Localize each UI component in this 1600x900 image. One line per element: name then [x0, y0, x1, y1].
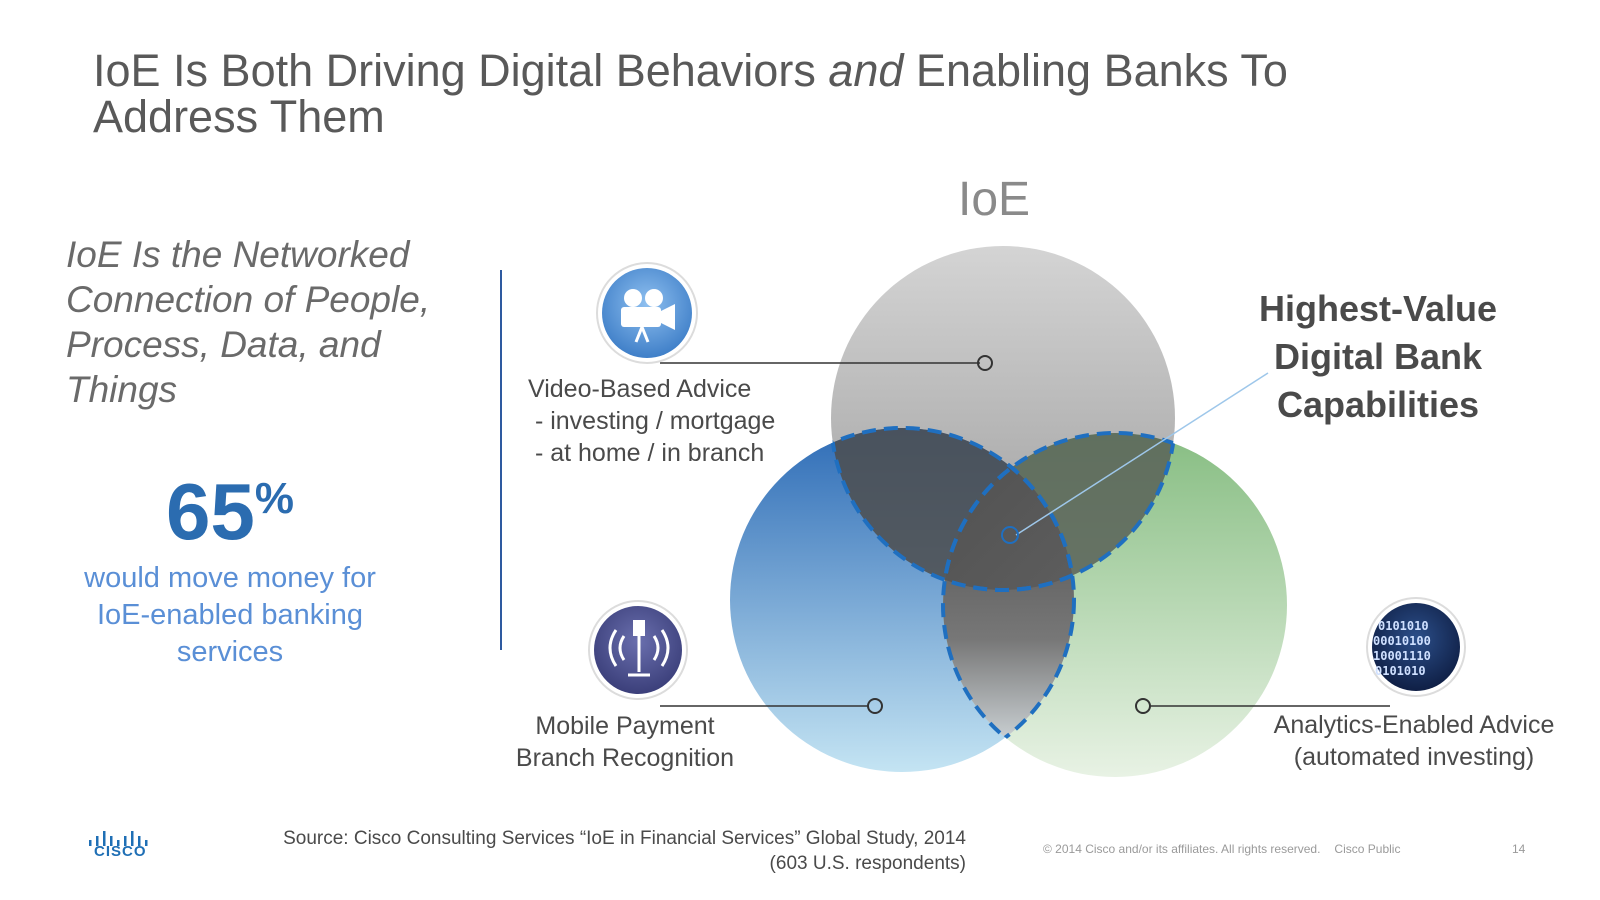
slide-title: IoE Is Both Driving Digital Behaviors an…: [93, 45, 1288, 142]
dashed-outline-gray-in-green: [943, 433, 1177, 592]
connector-highest-dot: [1001, 526, 1019, 544]
video-advice-label: Video-Based Advice - investing / mortgag…: [528, 375, 776, 467]
svg-text:0101010: 0101010: [1378, 619, 1429, 633]
ioe-definition-quote: IoE Is the Networked Connection of Peopl…: [66, 234, 431, 410]
connector-mobile-dot: [867, 698, 883, 714]
svg-text:0101010: 0101010: [1375, 664, 1426, 678]
connector-video-dot: [977, 355, 993, 371]
cisco-logo-text: CISCO: [94, 843, 147, 860]
svg-text:10001110: 10001110: [1373, 649, 1431, 663]
overlap-center: [943, 433, 1074, 590]
cisco-logo-bars: [89, 831, 148, 846]
dashed-outline-blue-in-green: [943, 433, 1076, 774]
copyright-notice: © 2014 Cisco and/or its affiliates. All …: [1043, 842, 1401, 856]
svg-text:00010100: 00010100: [1373, 634, 1431, 648]
source-citation: Source: Cisco Consulting Services “IoE i…: [283, 828, 966, 874]
classification-label: Cisco Public: [1334, 842, 1401, 856]
stat-unit: %: [254, 474, 295, 523]
stat-block: 65% would move money for IoE-enabled ban…: [60, 470, 400, 671]
connector-analytics-dot: [1135, 698, 1151, 714]
connector-highest: [1015, 372, 1269, 536]
dashed-outline-green-in-blue: [941, 431, 1074, 772]
binary-data-icon: 0101010 00010100 10001110 0101010: [1366, 597, 1466, 697]
page-number: 14: [1512, 842, 1526, 856]
title-emphasis: and: [828, 45, 904, 96]
video-camera-icon: [596, 262, 698, 364]
vertical-divider: [500, 270, 502, 650]
highest-value-label: Highest-Value Digital Bank Capabilities: [1258, 288, 1498, 425]
analytics-advice-label: Analytics-Enabled Advice (automated inves…: [1273, 711, 1555, 771]
wireless-signal-icon: [588, 600, 688, 700]
stat-value: 65: [165, 467, 255, 556]
mobile-payment-label: Mobile Payment Branch Recognition: [515, 712, 735, 772]
stat-description: would move money for IoE-enabled banking…: [84, 562, 376, 668]
ioe-circle-label: IoE: [958, 173, 1031, 226]
